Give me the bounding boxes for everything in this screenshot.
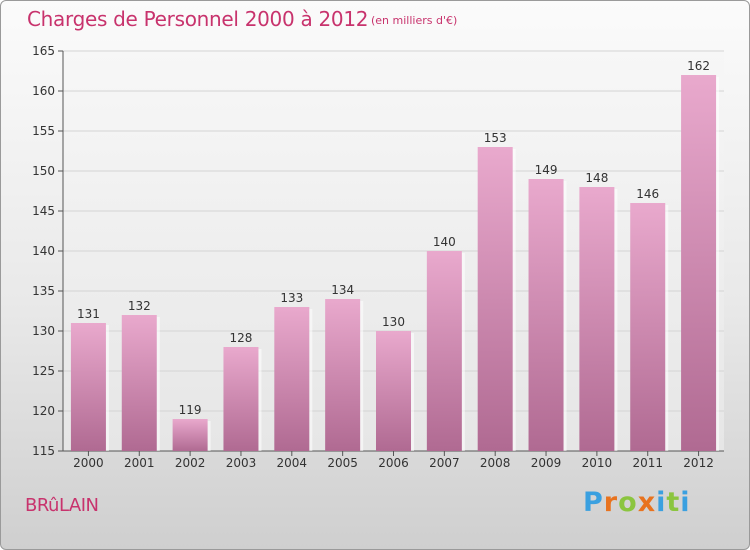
proxiti-logo: Proxiti	[583, 487, 691, 518]
y-tick-label: 150	[32, 164, 55, 178]
bar	[274, 307, 310, 451]
x-tick-label: 2001	[124, 456, 155, 470]
bar-value-label: 130	[382, 315, 405, 329]
x-tick-label: 2004	[277, 456, 308, 470]
y-tick-label: 140	[32, 244, 55, 258]
bar	[223, 347, 259, 451]
logo-letter: x	[637, 487, 657, 518]
logo-letter: P	[583, 487, 604, 518]
commune-name: BRûLAIN	[25, 495, 99, 516]
y-tick-label: 125	[32, 364, 55, 378]
bar	[426, 251, 462, 451]
bar	[121, 315, 157, 451]
bar	[477, 147, 513, 451]
bar	[325, 299, 361, 451]
x-tick-label: 2011	[632, 456, 663, 470]
chart-subtitle: (en milliers d'€)	[371, 14, 458, 27]
bar-value-label: 133	[280, 291, 303, 305]
y-tick-label: 155	[32, 124, 55, 138]
y-tick-label: 130	[32, 324, 55, 338]
logo-letter: r	[603, 487, 619, 518]
x-tick-label: 2003	[226, 456, 257, 470]
y-tick-label: 145	[32, 204, 55, 218]
logo-letter: t	[666, 487, 681, 518]
bar-value-label: 128	[230, 331, 253, 345]
bar-value-label: 119	[179, 403, 202, 417]
bar	[630, 203, 666, 451]
bar-value-label: 162	[687, 59, 710, 73]
bar	[376, 331, 411, 451]
bar-value-label: 146	[636, 187, 659, 201]
bar-value-label: 148	[585, 171, 608, 185]
x-tick-label: 2002	[175, 456, 206, 470]
bar-value-label: 132	[128, 299, 151, 313]
y-tick-label: 115	[32, 444, 55, 458]
logo-letter: i	[656, 487, 667, 518]
y-tick-label: 160	[32, 84, 55, 98]
bar	[579, 187, 615, 451]
bar-value-label: 140	[433, 235, 456, 249]
bar-value-label: 149	[535, 163, 558, 177]
x-tick-label: 2007	[429, 456, 460, 470]
y-tick-label: 120	[32, 404, 55, 418]
bar-value-label: 134	[331, 283, 354, 297]
chart-title: Charges de Personnel 2000 à 2012	[27, 7, 369, 31]
x-tick-label: 2010	[582, 456, 613, 470]
y-tick-label: 165	[32, 44, 55, 58]
x-tick-label: 2005	[327, 456, 358, 470]
bar	[172, 419, 208, 451]
x-tick-label: 2009	[531, 456, 562, 470]
x-tick-label: 2006	[378, 456, 409, 470]
bar-value-label: 153	[484, 131, 507, 145]
bar	[528, 179, 564, 451]
y-tick-label: 135	[32, 284, 55, 298]
logo-letter: i	[680, 487, 691, 518]
bar	[681, 75, 717, 451]
bar	[70, 323, 106, 451]
x-tick-label: 2012	[683, 456, 714, 470]
logo-letter: o	[618, 487, 638, 518]
x-tick-label: 2000	[73, 456, 104, 470]
x-tick-label: 2008	[480, 456, 511, 470]
bar-value-label: 131	[77, 307, 100, 321]
